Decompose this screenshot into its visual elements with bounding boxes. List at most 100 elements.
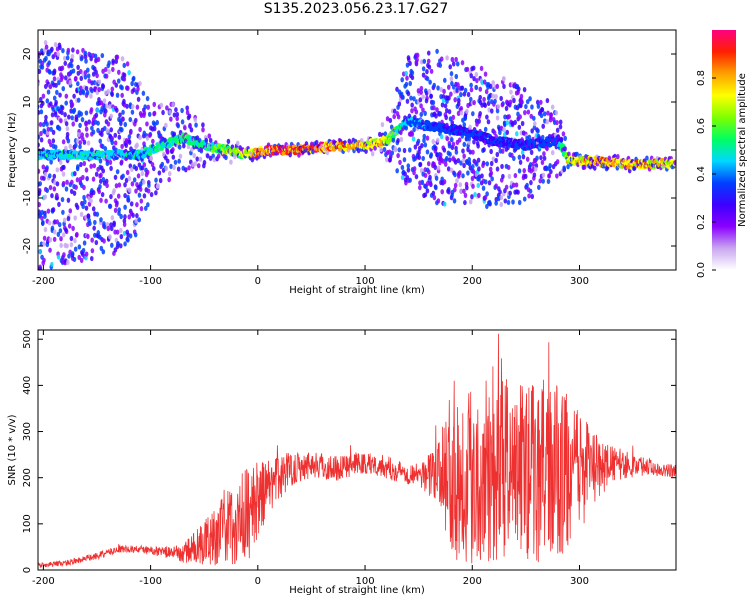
heatmap-cell — [152, 126, 157, 132]
heatmap-cell — [71, 225, 75, 231]
heatmap-cell — [127, 70, 131, 76]
heatmap-cell — [443, 103, 448, 109]
heatmap-cell — [505, 120, 510, 126]
heatmap-cell — [86, 73, 91, 79]
heatmap-cell — [195, 156, 200, 162]
heatmap-cell — [135, 104, 140, 110]
heatmap-cell — [555, 173, 559, 179]
heatmap-cell — [101, 83, 106, 90]
heatmap-cell — [506, 199, 511, 206]
heatmap-cell — [61, 139, 66, 145]
heatmap-cell — [434, 145, 438, 151]
heatmap-cell — [536, 103, 541, 109]
heatmap-cell — [558, 124, 563, 130]
heatmap-cell — [477, 166, 481, 172]
heatmap-cell — [395, 168, 399, 174]
heatmap-cell — [168, 109, 172, 115]
heatmap-cell — [427, 64, 432, 70]
heatmap-cell — [455, 61, 460, 67]
heatmap-cell — [58, 92, 62, 98]
heatmap-cell — [43, 213, 47, 219]
heatmap-cell — [186, 144, 191, 150]
heatmap-cell — [123, 241, 127, 247]
heatmap-cell — [154, 177, 158, 183]
heatmap-cell — [146, 202, 150, 208]
heatmap-cell — [76, 97, 81, 103]
heatmap-cell — [549, 169, 553, 175]
heatmap-cell — [525, 182, 529, 188]
heatmap-cell — [115, 169, 120, 175]
heatmap-cell — [105, 182, 109, 189]
heatmap-cell — [113, 140, 118, 146]
heatmap-cell — [127, 187, 132, 193]
heatmap-cell — [142, 110, 147, 116]
heatmap-cell — [396, 137, 400, 144]
heatmap-cell — [48, 184, 53, 191]
heatmap-cell — [113, 132, 118, 138]
heatmap-cell — [567, 151, 571, 157]
heatmap-cell — [448, 64, 453, 70]
heatmap-cell — [187, 165, 191, 171]
heatmap-cell — [403, 171, 407, 177]
heatmap-cell — [167, 171, 172, 177]
heatmap-cell — [467, 157, 471, 163]
heatmap-cell — [104, 178, 109, 184]
heatmap-cell — [482, 96, 486, 103]
heatmap-cell — [424, 90, 429, 96]
heatmap-cell — [465, 66, 470, 72]
heatmap-cell — [38, 266, 43, 270]
heatmap-cell — [94, 171, 99, 177]
heatmap-cell — [131, 75, 136, 82]
heatmap-cell — [161, 151, 166, 157]
colorbar-tick-label: 0.0 — [696, 262, 707, 278]
heatmap-cell — [85, 176, 89, 182]
heatmap-cell — [441, 97, 446, 104]
heatmap-cell — [99, 172, 103, 178]
heatmap-cell — [120, 143, 124, 150]
heatmap-cell — [469, 87, 474, 93]
heatmap-cell — [194, 122, 198, 128]
heatmap-cell — [84, 251, 89, 257]
heatmap-cell — [78, 122, 82, 128]
heatmap-cell — [122, 72, 127, 78]
heatmap-cell — [607, 155, 612, 161]
heatmap-cell — [58, 159, 63, 165]
heatmap-cell — [488, 166, 493, 172]
colorbar-tick-label: 0.8 — [696, 70, 707, 86]
heatmap-cell — [102, 224, 107, 230]
heatmap-cell — [120, 116, 125, 122]
heatmap-cell — [171, 154, 176, 160]
heatmap-cell — [388, 154, 393, 160]
heatmap-cell — [539, 155, 543, 161]
heatmap-cell — [494, 183, 498, 189]
heatmap-cell — [210, 148, 216, 153]
heatmap-cell — [423, 110, 427, 116]
heatmap-cell — [84, 121, 88, 127]
heatmap-cell — [83, 54, 88, 60]
heatmap-cell — [59, 236, 63, 242]
heatmap-cell — [83, 50, 88, 56]
heatmap-cell — [541, 178, 545, 184]
heatmap-cell — [140, 170, 145, 177]
heatmap-cell — [558, 119, 563, 125]
heatmap-cell — [130, 181, 135, 187]
heatmap-cell — [177, 144, 182, 150]
heatmap-cell — [45, 121, 49, 127]
heatmap-cell — [517, 168, 522, 174]
heatmap-cell — [185, 109, 190, 116]
heatmap-cell — [147, 111, 152, 117]
spectrogram-y-axis-label: Frequency (Hz) — [7, 112, 18, 188]
heatmap-cell — [434, 185, 438, 191]
heatmap-cell — [472, 139, 476, 145]
heatmap-cell — [84, 126, 89, 132]
heatmap-cell — [138, 186, 143, 192]
heatmap-cell — [425, 149, 430, 155]
heatmap-cell — [459, 188, 463, 194]
heatmap-cell — [207, 133, 212, 139]
heatmap-cell — [69, 242, 74, 248]
heatmap-cell — [89, 198, 93, 204]
heatmap-cell — [149, 155, 154, 161]
heatmap-cell — [530, 128, 534, 134]
heatmap-cell — [38, 181, 42, 187]
heatmap-cell — [531, 161, 535, 167]
